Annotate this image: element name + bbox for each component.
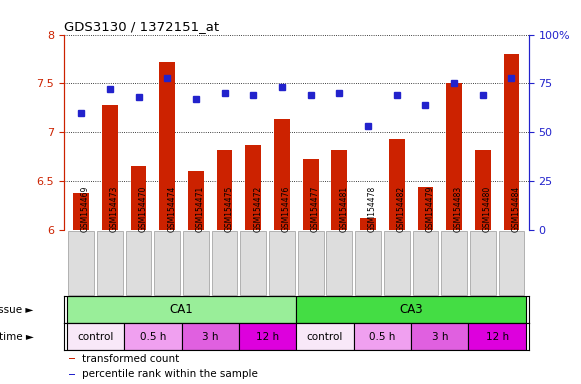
Bar xyxy=(67,323,124,350)
Bar xyxy=(296,296,526,323)
Bar xyxy=(69,358,75,359)
Text: transformed count: transformed count xyxy=(82,354,179,364)
Text: GSM154474: GSM154474 xyxy=(167,185,176,232)
Text: GDS3130 / 1372151_at: GDS3130 / 1372151_at xyxy=(64,20,219,33)
FancyBboxPatch shape xyxy=(297,231,324,295)
Text: GSM154471: GSM154471 xyxy=(196,185,205,232)
FancyBboxPatch shape xyxy=(269,231,295,295)
Bar xyxy=(354,323,411,350)
Text: 12 h: 12 h xyxy=(256,332,279,342)
FancyBboxPatch shape xyxy=(125,231,152,295)
Bar xyxy=(360,218,376,230)
Text: control: control xyxy=(77,332,114,342)
Text: GSM154469: GSM154469 xyxy=(81,185,90,232)
Bar xyxy=(73,193,89,230)
FancyBboxPatch shape xyxy=(384,231,410,295)
Text: GSM154476: GSM154476 xyxy=(282,185,291,232)
FancyBboxPatch shape xyxy=(183,231,209,295)
Bar xyxy=(188,171,204,230)
Text: 12 h: 12 h xyxy=(486,332,509,342)
Text: GSM154482: GSM154482 xyxy=(397,186,406,232)
Bar xyxy=(475,150,491,230)
Text: CA3: CA3 xyxy=(399,303,423,316)
Bar xyxy=(239,323,296,350)
Text: CA1: CA1 xyxy=(170,303,193,316)
Bar xyxy=(217,150,232,230)
FancyBboxPatch shape xyxy=(155,231,180,295)
Bar xyxy=(69,374,75,375)
Text: 0.5 h: 0.5 h xyxy=(369,332,396,342)
Bar xyxy=(468,323,526,350)
Bar xyxy=(102,105,118,230)
FancyBboxPatch shape xyxy=(68,231,94,295)
Text: 0.5 h: 0.5 h xyxy=(139,332,166,342)
FancyBboxPatch shape xyxy=(441,231,467,295)
Bar xyxy=(131,166,146,230)
Text: GSM154472: GSM154472 xyxy=(253,185,262,232)
Bar xyxy=(331,150,347,230)
Bar xyxy=(296,323,354,350)
FancyBboxPatch shape xyxy=(241,231,266,295)
Text: GSM154479: GSM154479 xyxy=(425,185,435,232)
FancyBboxPatch shape xyxy=(97,231,123,295)
Text: 3 h: 3 h xyxy=(432,332,448,342)
Text: GSM154484: GSM154484 xyxy=(511,185,521,232)
Bar xyxy=(124,323,181,350)
Text: 3 h: 3 h xyxy=(202,332,218,342)
FancyBboxPatch shape xyxy=(498,231,525,295)
Bar xyxy=(67,296,296,323)
Text: GSM154483: GSM154483 xyxy=(454,185,463,232)
Text: GSM154475: GSM154475 xyxy=(225,185,234,232)
Bar xyxy=(274,119,290,230)
Text: GSM154470: GSM154470 xyxy=(138,185,148,232)
Text: GSM154478: GSM154478 xyxy=(368,185,377,232)
FancyBboxPatch shape xyxy=(211,231,238,295)
Text: GSM154473: GSM154473 xyxy=(110,185,119,232)
Text: control: control xyxy=(307,332,343,342)
FancyBboxPatch shape xyxy=(413,231,438,295)
Bar xyxy=(389,139,404,230)
Bar xyxy=(181,323,239,350)
Text: GSM154477: GSM154477 xyxy=(311,185,320,232)
Bar xyxy=(504,54,519,230)
FancyBboxPatch shape xyxy=(470,231,496,295)
Text: GSM154480: GSM154480 xyxy=(483,185,492,232)
FancyBboxPatch shape xyxy=(355,231,381,295)
Text: percentile rank within the sample: percentile rank within the sample xyxy=(82,369,258,379)
Text: tissue ►: tissue ► xyxy=(0,305,34,314)
Text: GSM154481: GSM154481 xyxy=(339,186,349,232)
Bar xyxy=(245,145,261,230)
Bar xyxy=(446,83,462,230)
Bar xyxy=(411,323,468,350)
FancyBboxPatch shape xyxy=(327,231,352,295)
Bar xyxy=(303,159,318,230)
Bar xyxy=(159,62,175,230)
Bar xyxy=(418,187,433,230)
Text: time ►: time ► xyxy=(0,332,34,342)
